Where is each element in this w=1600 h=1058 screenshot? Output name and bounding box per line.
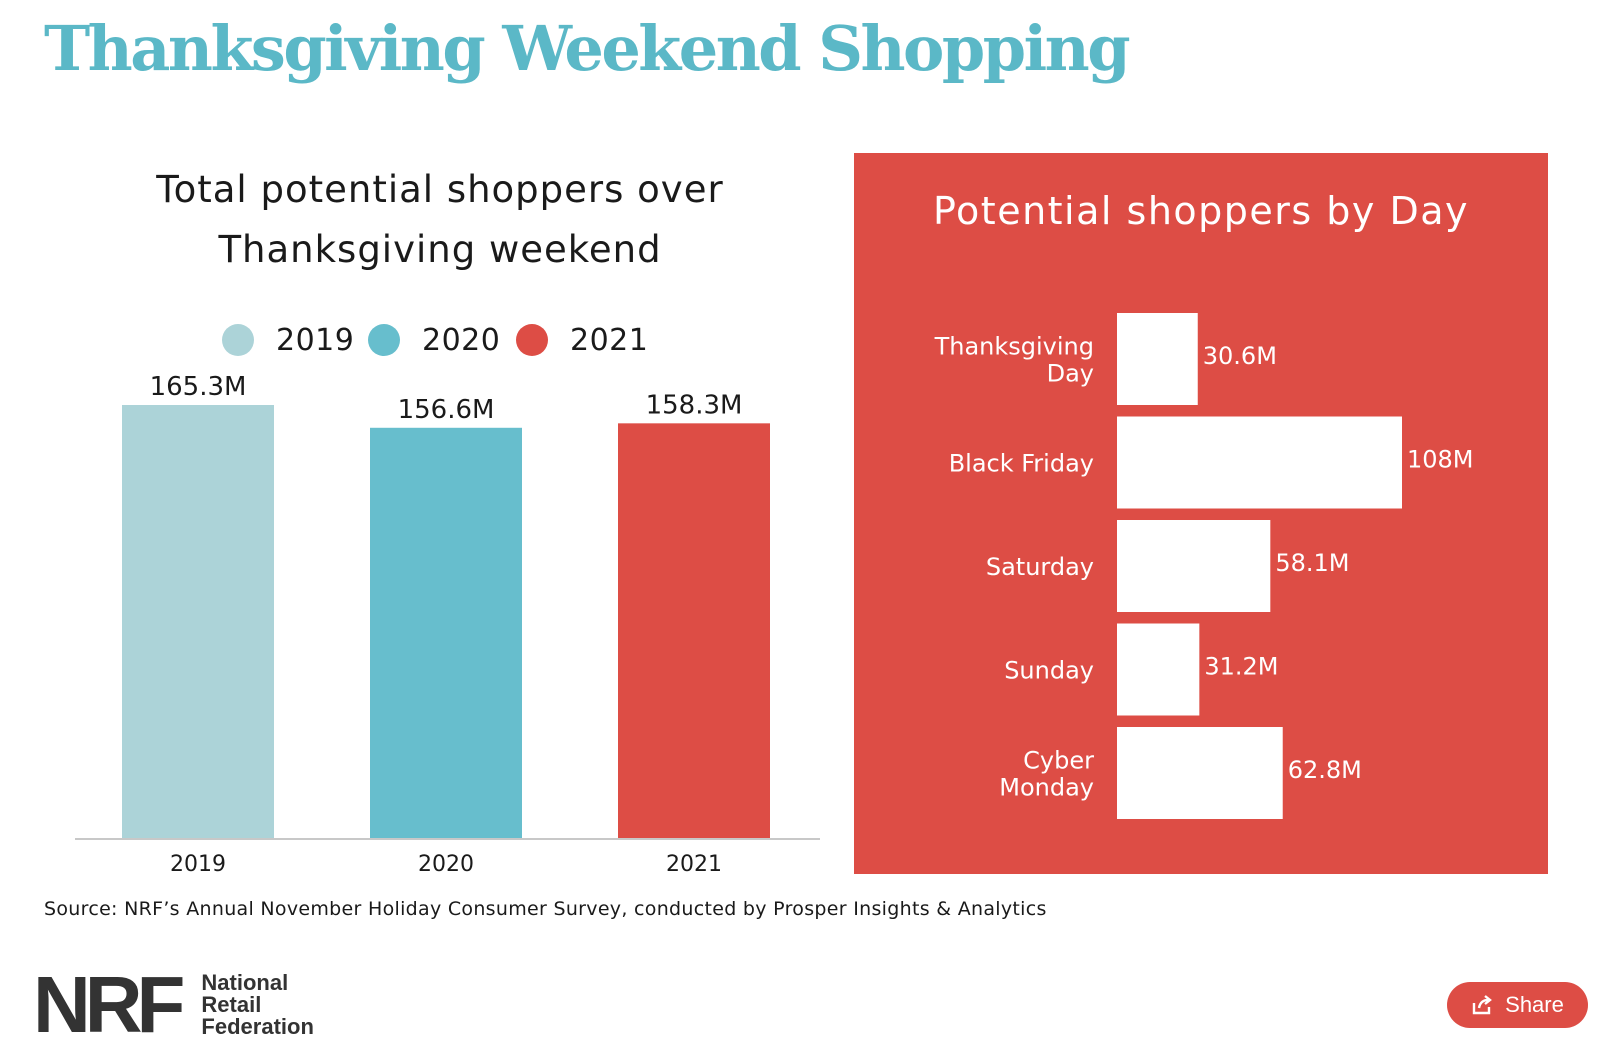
left-chart-title-line-1: Total potential shoppers over	[156, 168, 724, 211]
day-category-label-5-line-2: Monday	[999, 774, 1094, 802]
day-bar-4	[1117, 623, 1200, 716]
day-value-label-3: 58.1M	[1275, 549, 1349, 577]
day-bar-2	[1117, 416, 1402, 509]
page-title: Thanksgiving Weekend Shopping	[44, 12, 1131, 85]
nrf-logo: NRF National Retail Federation	[33, 960, 314, 1049]
day-bar-3	[1117, 520, 1271, 612]
legend-label-2021: 2021	[570, 322, 649, 358]
legend-item-2020: 2020	[368, 320, 500, 360]
day-value-label-2: 108M	[1407, 446, 1474, 474]
legend-label-2020: 2020	[422, 322, 501, 358]
day-category-label-5-line-1: Cyber	[1023, 747, 1094, 775]
day-bar-5	[1117, 727, 1283, 819]
day-bar-1	[1117, 313, 1198, 405]
bar-2019	[122, 405, 274, 838]
share-icon	[1471, 994, 1493, 1016]
bar-value-label-2021: 158.3M	[646, 390, 743, 420]
logo-word-1: National	[201, 970, 289, 995]
source-note: Source: NRF’s Annual November Holiday Co…	[44, 898, 1047, 920]
x-tick-label-2019: 2019	[170, 852, 226, 877]
share-button[interactable]: Share	[1447, 982, 1588, 1028]
day-value-label-5: 62.8M	[1288, 756, 1362, 784]
share-label: Share	[1505, 992, 1564, 1017]
legend-swatch-2021	[516, 324, 548, 356]
logo-words: National Retail Federation	[201, 972, 313, 1038]
day-category-label-1-line-1: Thanksgiving	[934, 333, 1094, 361]
day-category-label-4-line-1: Sunday	[1004, 657, 1094, 685]
x-tick-label-2020: 2020	[418, 852, 474, 877]
legend-label-2019: 2019	[276, 322, 355, 358]
bar-value-label-2019: 165.3M	[150, 372, 247, 402]
bar-value-label-2020: 156.6M	[398, 395, 495, 425]
left-chart-title-line-2: Thanksgiving weekend	[218, 228, 662, 271]
bar-2021	[618, 423, 770, 838]
day-category-label-1-line-2: Day	[1047, 360, 1094, 388]
logo-word-3: Federation	[201, 1014, 314, 1039]
logo-mark: NRF	[33, 960, 185, 1049]
legend-item-2021: 2021	[516, 320, 648, 360]
right-chart-title: Potential shoppers by Day	[932, 189, 1470, 233]
bar-2020	[370, 427, 522, 838]
legend-item-2019: 2019	[222, 320, 354, 360]
logo-word-2: Retail	[201, 992, 262, 1017]
day-value-label-1: 30.6M	[1203, 342, 1277, 370]
day-value-label-4: 31.2M	[1204, 653, 1278, 681]
legend-swatch-2019	[222, 324, 254, 356]
left-chart-title: Total potential shoppers over Thanksgivi…	[80, 160, 800, 280]
day-category-label-3-line-1: Saturday	[986, 553, 1094, 581]
legend-swatch-2020	[368, 324, 400, 356]
x-tick-label-2021: 2021	[666, 852, 722, 877]
day-category-label-2-line-1: Black Friday	[949, 450, 1094, 478]
